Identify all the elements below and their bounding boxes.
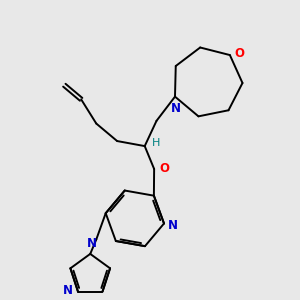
Text: N: N bbox=[168, 219, 178, 232]
Text: N: N bbox=[63, 284, 73, 297]
Text: N: N bbox=[171, 102, 181, 115]
Text: N: N bbox=[87, 237, 97, 250]
Text: O: O bbox=[234, 47, 244, 60]
Text: H: H bbox=[152, 138, 160, 148]
Text: O: O bbox=[159, 162, 169, 175]
